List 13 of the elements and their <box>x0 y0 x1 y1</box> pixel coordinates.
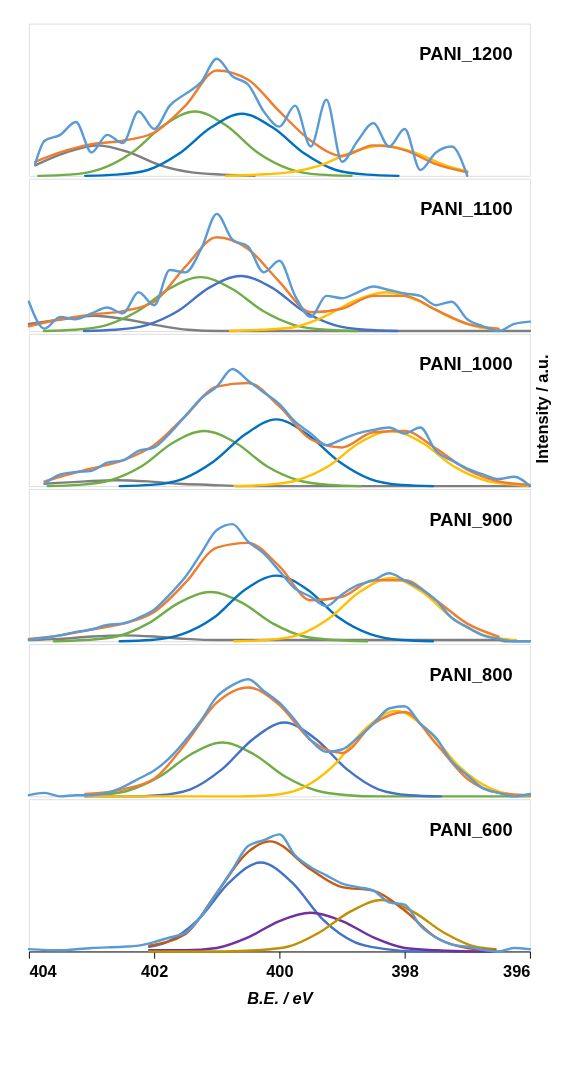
x-axis-title: B.E. / eV <box>247 988 315 1007</box>
x-tick-label: 402 <box>141 962 169 981</box>
x-tick-label: 396 <box>503 962 531 981</box>
y-axis-title: Intensity / a.u. <box>533 354 552 464</box>
x-tick-label: 400 <box>266 962 294 981</box>
x-tick-label: 404 <box>29 962 58 981</box>
chart-title: PANI_1000 <box>419 353 513 375</box>
chart-title: PANI_900 <box>429 508 513 530</box>
x-tick-label: 398 <box>391 962 419 981</box>
chart-title: PANI_1100 <box>420 198 513 220</box>
chart-title: PANI_600 <box>429 818 513 840</box>
chart-title: PANI_800 <box>429 663 513 685</box>
chart-title: PANI_1200 <box>419 43 513 65</box>
